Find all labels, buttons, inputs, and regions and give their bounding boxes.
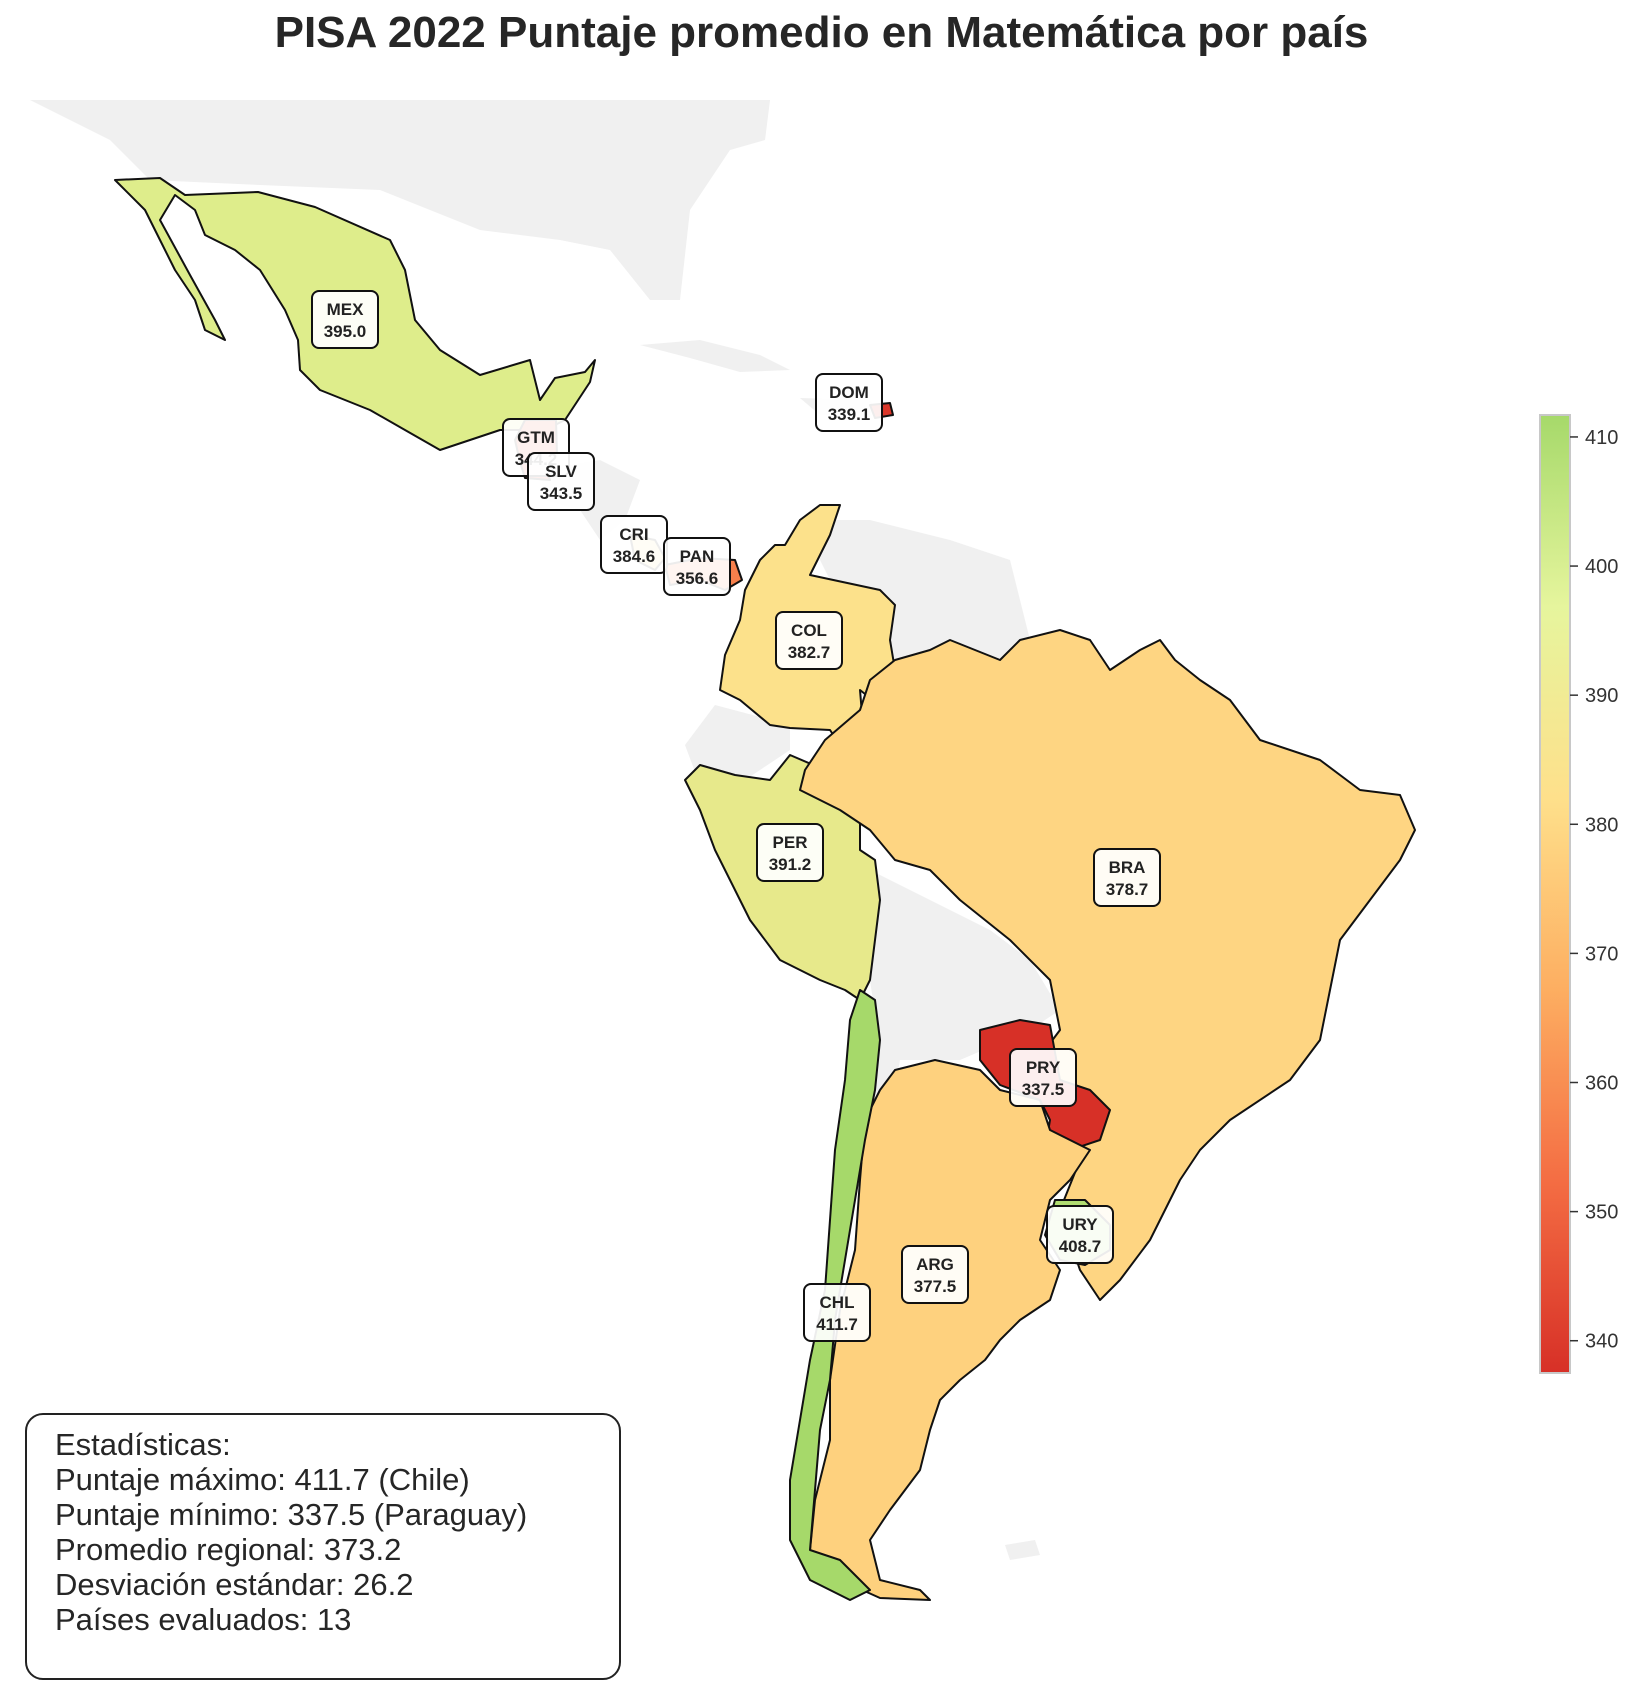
label-pry: PRY 337.5 bbox=[1009, 1048, 1077, 1107]
label-score: 378.7 bbox=[1106, 880, 1149, 899]
stats-line-max: Puntaje máximo: 411.7 (Chile) bbox=[55, 1462, 470, 1497]
label-box bbox=[756, 823, 824, 882]
label-score: 343.5 bbox=[540, 484, 583, 503]
label-code: CHL bbox=[820, 1293, 855, 1312]
label-box bbox=[803, 1283, 871, 1342]
tick-label: 400 bbox=[1585, 556, 1618, 578]
tick-label: 410 bbox=[1585, 427, 1618, 449]
label-box bbox=[775, 611, 843, 670]
stats-line-std: Desviación estándar: 26.2 bbox=[55, 1567, 414, 1602]
tick-label: 360 bbox=[1585, 1073, 1618, 1095]
colorbar-tick: 360 bbox=[1570, 1073, 1618, 1095]
label-code: CRI bbox=[619, 525, 648, 544]
colorbar-gradient bbox=[1539, 414, 1571, 1374]
no-data-falklands bbox=[1005, 1540, 1040, 1560]
label-code: URY bbox=[1062, 1215, 1098, 1234]
colorbar-tick: 380 bbox=[1570, 814, 1618, 836]
label-box bbox=[311, 290, 379, 349]
label-box bbox=[1046, 1205, 1114, 1264]
label-col: COL 382.7 bbox=[775, 611, 843, 670]
label-chl: CHL 411.7 bbox=[803, 1283, 871, 1342]
map-title: PISA 2022 Puntaje promedio en Matemática… bbox=[274, 8, 1369, 57]
label-box bbox=[1009, 1048, 1077, 1107]
label-score: 377.5 bbox=[914, 1277, 957, 1296]
colorbar-tick: 410 bbox=[1570, 427, 1618, 449]
label-cri: CRI 384.6 bbox=[600, 515, 668, 574]
label-score: 408.7 bbox=[1059, 1237, 1102, 1256]
no-data-caribbean-cuba bbox=[640, 340, 790, 372]
label-score: 395.0 bbox=[324, 322, 367, 341]
no-data-north-america bbox=[30, 100, 770, 300]
label-mex: MEX 395.0 bbox=[311, 290, 379, 349]
country-bra bbox=[799, 629, 1416, 1301]
colorbar-tick: 400 bbox=[1570, 556, 1618, 578]
colorbar-tick: 390 bbox=[1570, 685, 1618, 707]
countries-layer bbox=[114, 177, 1416, 1601]
colorbar: 340 350 360 370 380 390 400 410 bbox=[1539, 414, 1618, 1374]
tick-label: 370 bbox=[1585, 943, 1618, 965]
no-data-bolivia bbox=[860, 870, 1060, 1120]
label-code: PER bbox=[773, 833, 808, 852]
colorbar-tick: 340 bbox=[1570, 1331, 1618, 1353]
tick-label: 350 bbox=[1585, 1202, 1618, 1224]
colorbar-tick: 370 bbox=[1570, 943, 1618, 965]
stats-heading: Estadísticas: bbox=[55, 1427, 231, 1462]
label-box bbox=[527, 452, 595, 511]
label-ury: URY 408.7 bbox=[1046, 1205, 1114, 1264]
label-code: SLV bbox=[545, 462, 577, 481]
colorbar-tick: 350 bbox=[1570, 1202, 1618, 1224]
label-score: 382.7 bbox=[788, 643, 831, 662]
statistics-box: Estadísticas: Puntaje máximo: 411.7 (Chi… bbox=[25, 1413, 621, 1680]
label-code: MEX bbox=[327, 300, 365, 319]
label-dom: DOM 339.1 bbox=[815, 373, 883, 432]
label-per: PER 391.2 bbox=[756, 823, 824, 882]
country-labels: MEX395.0GTM344.2SLV343.5DOM339.1CRI384.6… bbox=[311, 290, 1161, 1342]
label-score: 411.7 bbox=[816, 1315, 858, 1334]
label-bra: BRA 378.7 bbox=[1093, 848, 1161, 907]
label-score: 339.1 bbox=[828, 405, 871, 424]
label-pan: PAN 356.6 bbox=[663, 537, 731, 596]
label-box bbox=[815, 373, 883, 432]
label-score: 391.2 bbox=[769, 855, 812, 874]
tick-label: 390 bbox=[1585, 685, 1618, 707]
tick-label: 380 bbox=[1585, 814, 1618, 836]
label-arg: ARG 377.5 bbox=[901, 1245, 969, 1304]
stats-line-min: Puntaje mínimo: 337.5 (Paraguay) bbox=[55, 1497, 528, 1532]
label-code: PRY bbox=[1026, 1058, 1061, 1077]
label-score: 337.5 bbox=[1022, 1080, 1065, 1099]
stats-line-count: Países evaluados: 13 bbox=[55, 1602, 352, 1637]
label-code: DOM bbox=[829, 383, 869, 402]
label-score: 384.6 bbox=[613, 547, 656, 566]
stats-line-mean: Promedio regional: 373.2 bbox=[55, 1532, 402, 1567]
label-code: ARG bbox=[916, 1255, 954, 1274]
label-box bbox=[1093, 848, 1161, 907]
label-score: 356.6 bbox=[676, 569, 719, 588]
label-code: GTM bbox=[517, 428, 555, 447]
label-code: PAN bbox=[680, 547, 715, 566]
label-code: COL bbox=[791, 621, 827, 640]
label-box bbox=[901, 1245, 969, 1304]
tick-label: 340 bbox=[1585, 1331, 1618, 1353]
label-slv: SLV 343.5 bbox=[527, 452, 595, 511]
label-code: BRA bbox=[1109, 858, 1146, 877]
label-box bbox=[663, 537, 731, 596]
